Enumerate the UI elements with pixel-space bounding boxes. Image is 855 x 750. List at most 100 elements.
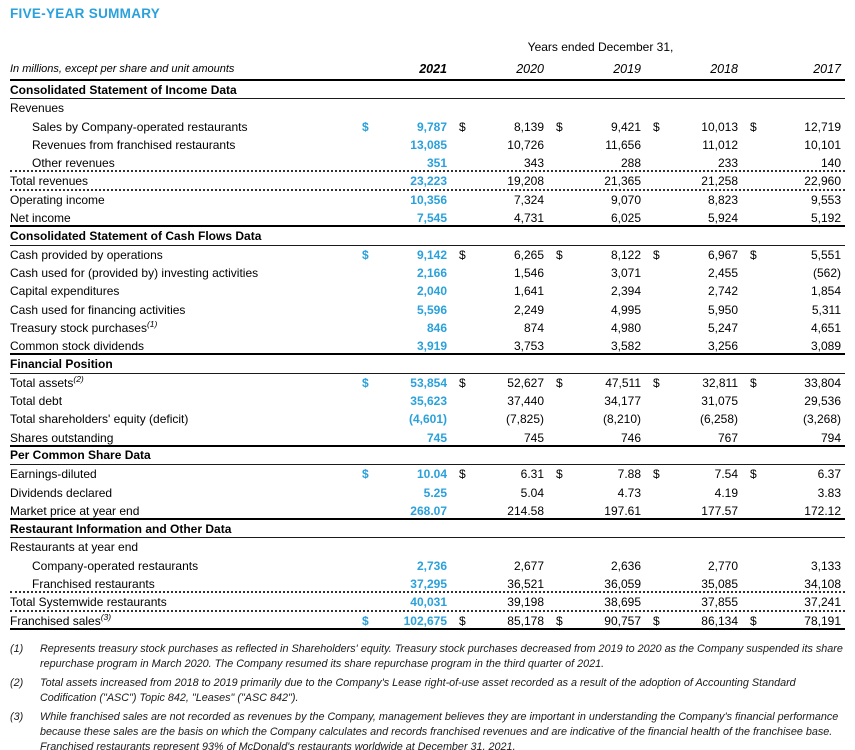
dollar-sign: $ (750, 613, 757, 628)
cell-2019: 197.61 (554, 502, 651, 520)
cell-2021: 2,736 (360, 557, 457, 575)
value-2020: 19,208 (507, 174, 544, 189)
table-body: Consolidated Statement of Income Data Rev… (10, 81, 845, 630)
row-label: Capital expenditures (10, 282, 360, 300)
cell-2021: (4,601) (360, 410, 457, 428)
value-2017: (3,268) (802, 412, 841, 427)
value-2018: 11,012 (702, 137, 738, 152)
cell-2021: 2,166 (360, 264, 457, 282)
dollar-sign: $ (556, 247, 563, 262)
row-label: Earnings-diluted (10, 465, 360, 483)
cell-2019: 746 (554, 429, 651, 447)
value-2021: 5.25 (423, 485, 447, 500)
value-2019: 2,636 (610, 558, 641, 573)
row-label-text: Franchised restaurants (32, 577, 155, 592)
dollar-sign: $ (362, 247, 369, 262)
cell-2017: 172.12 (748, 502, 845, 520)
cell-2020: 1,641 (457, 282, 554, 300)
row-label-text: Cash used for financing activities (10, 302, 186, 317)
value-2017: 78,191 (804, 613, 841, 628)
value-2019: 197.61 (604, 503, 641, 518)
row-label: Net income (10, 209, 360, 227)
row-dividends-declared: Dividends declared 5.25 5.04 4.73 4.19 3.83 (10, 484, 845, 502)
cell-2019: 38,695 (554, 593, 651, 611)
cell-2018: 2,455 (651, 264, 748, 282)
value-2020: 214.58 (507, 503, 544, 518)
value-2018: 4.19 (714, 485, 738, 500)
cell-2021: 745 (360, 429, 457, 447)
dollar-sign: $ (556, 467, 563, 482)
row-label-text: Market price at year end (10, 503, 140, 518)
value-2020: 2,677 (513, 558, 544, 573)
row-label-text: Financial Position (10, 356, 113, 371)
footnotes: (1) Represents treasury stock purchases a… (10, 642, 845, 750)
value-2018: 177.57 (701, 503, 738, 518)
dollar-sign: $ (459, 467, 466, 482)
value-2017: 12,719 (804, 119, 841, 134)
value-2017: 37,241 (804, 595, 841, 610)
cell-2019: (8,210) (554, 410, 651, 428)
cell-2021: 23,223 (360, 172, 457, 190)
period-header-row: Years ended December 31, (10, 37, 845, 57)
value-2017: 172.12 (804, 503, 841, 518)
value-2019: 3,071 (610, 265, 641, 280)
value-2017: 9,553 (810, 192, 841, 207)
value-2018: 2,455 (707, 265, 738, 280)
value-2019: 38,695 (604, 595, 641, 610)
cell-2020: 5.04 (457, 484, 554, 502)
value-2021: 3,919 (416, 339, 447, 354)
cell-2017: 29,536 (748, 392, 845, 410)
cell-2020: 214.58 (457, 502, 554, 520)
value-2018: 86,134 (701, 613, 738, 628)
section-header-row-financial-position: Financial Position (10, 355, 845, 374)
row-label-text: Consolidated Statement of Cash Flows Dat… (10, 228, 262, 243)
dollar-sign: $ (362, 119, 369, 134)
row-revenues: Revenues (10, 99, 845, 117)
value-2018: 10,013 (701, 119, 738, 134)
footnote-text: While franchised sales are not recorded … (40, 710, 839, 750)
value-2018: 5,924 (707, 211, 738, 226)
cell-2020: 37,440 (457, 392, 554, 410)
cell-2017: $5,551 (748, 246, 845, 264)
cell-2019: $8,122 (554, 246, 651, 264)
footnote-number: (3) (10, 710, 24, 723)
cell-2017: 3.83 (748, 484, 845, 502)
col-header-2019: 2019 (613, 62, 641, 76)
row-earnings-diluted: Earnings-diluted $10.04 $6.31 $7.88 $7.54 $6.… (10, 465, 845, 483)
row-franchised-restaurants: Franchised restaurants 37,295 36,521 36,059… (10, 575, 845, 594)
cell-2018: $32,811 (651, 374, 748, 392)
row-shares-outstanding: Shares outstanding 745 745 746 767 794 (10, 429, 845, 447)
value-2020: 37,440 (507, 394, 544, 409)
value-2017: 34,108 (804, 577, 841, 592)
col-header-2020: 2020 (516, 62, 544, 76)
value-2019: 2,394 (610, 284, 641, 299)
cell-2020: 874 (457, 319, 554, 337)
dollar-sign: $ (750, 247, 757, 262)
cell-2019: 34,177 (554, 392, 651, 410)
value-2018: 32,811 (702, 375, 738, 390)
row-label: Total debt (10, 392, 360, 410)
cell-2019: 4,995 (554, 301, 651, 319)
row-revenues-from-franchised-restaurants: Revenues from franchised restaurants 13,0… (10, 136, 845, 154)
value-2018: 233 (717, 156, 738, 171)
row-label: Common stock dividends (10, 337, 360, 355)
value-2019: 47,511 (605, 375, 641, 390)
row-label-text: Revenues from franchised restaurants (32, 137, 236, 152)
row-label: Revenues from franchised restaurants (10, 136, 360, 154)
row-other-revenues: Other revenues 351 343 288 233 140 (10, 154, 845, 173)
value-2019: 21,365 (604, 174, 641, 189)
cell-2019: 9,070 (554, 191, 651, 209)
row-label-text: Total assets (10, 375, 74, 390)
value-2020: 39,198 (507, 595, 544, 610)
dollar-sign: $ (750, 119, 757, 134)
cell-2018: 2,742 (651, 282, 748, 300)
footnote-reference: (1) (146, 318, 158, 329)
cell-2018: 2,770 (651, 557, 748, 575)
value-2019: 8,122 (610, 247, 641, 262)
value-2017: 5,311 (811, 302, 841, 317)
value-2021: 23,223 (410, 174, 447, 189)
value-2021: 102,675 (403, 613, 447, 628)
cell-2019: 4,980 (554, 319, 651, 337)
cell-2017: 5,311 (748, 301, 845, 319)
row-label: Franchised sales(3) (10, 612, 360, 630)
